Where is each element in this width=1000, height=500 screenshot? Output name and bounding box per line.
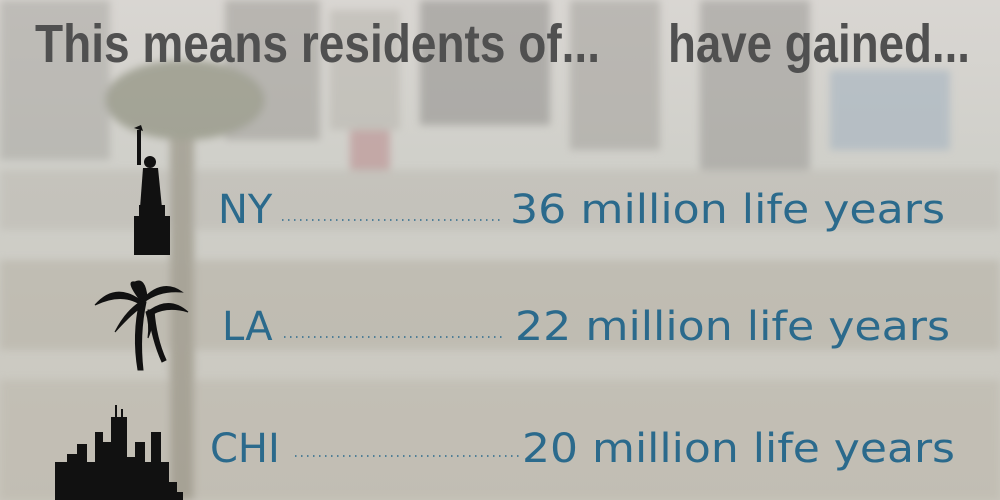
- city-label: LA: [222, 304, 273, 350]
- city-label: CHI: [210, 426, 280, 472]
- palm-icon: [94, 280, 189, 371]
- gain-value: 20 million life years: [522, 426, 955, 472]
- city-label: NY: [218, 187, 273, 233]
- gain-value: 22 million life years: [515, 304, 950, 350]
- title-left: This means residents of...: [35, 14, 600, 74]
- skyline-icon: [55, 405, 183, 500]
- title-right: have gained...: [668, 14, 970, 74]
- statue-icon: [134, 125, 170, 255]
- gain-value: 36 million life years: [510, 187, 945, 233]
